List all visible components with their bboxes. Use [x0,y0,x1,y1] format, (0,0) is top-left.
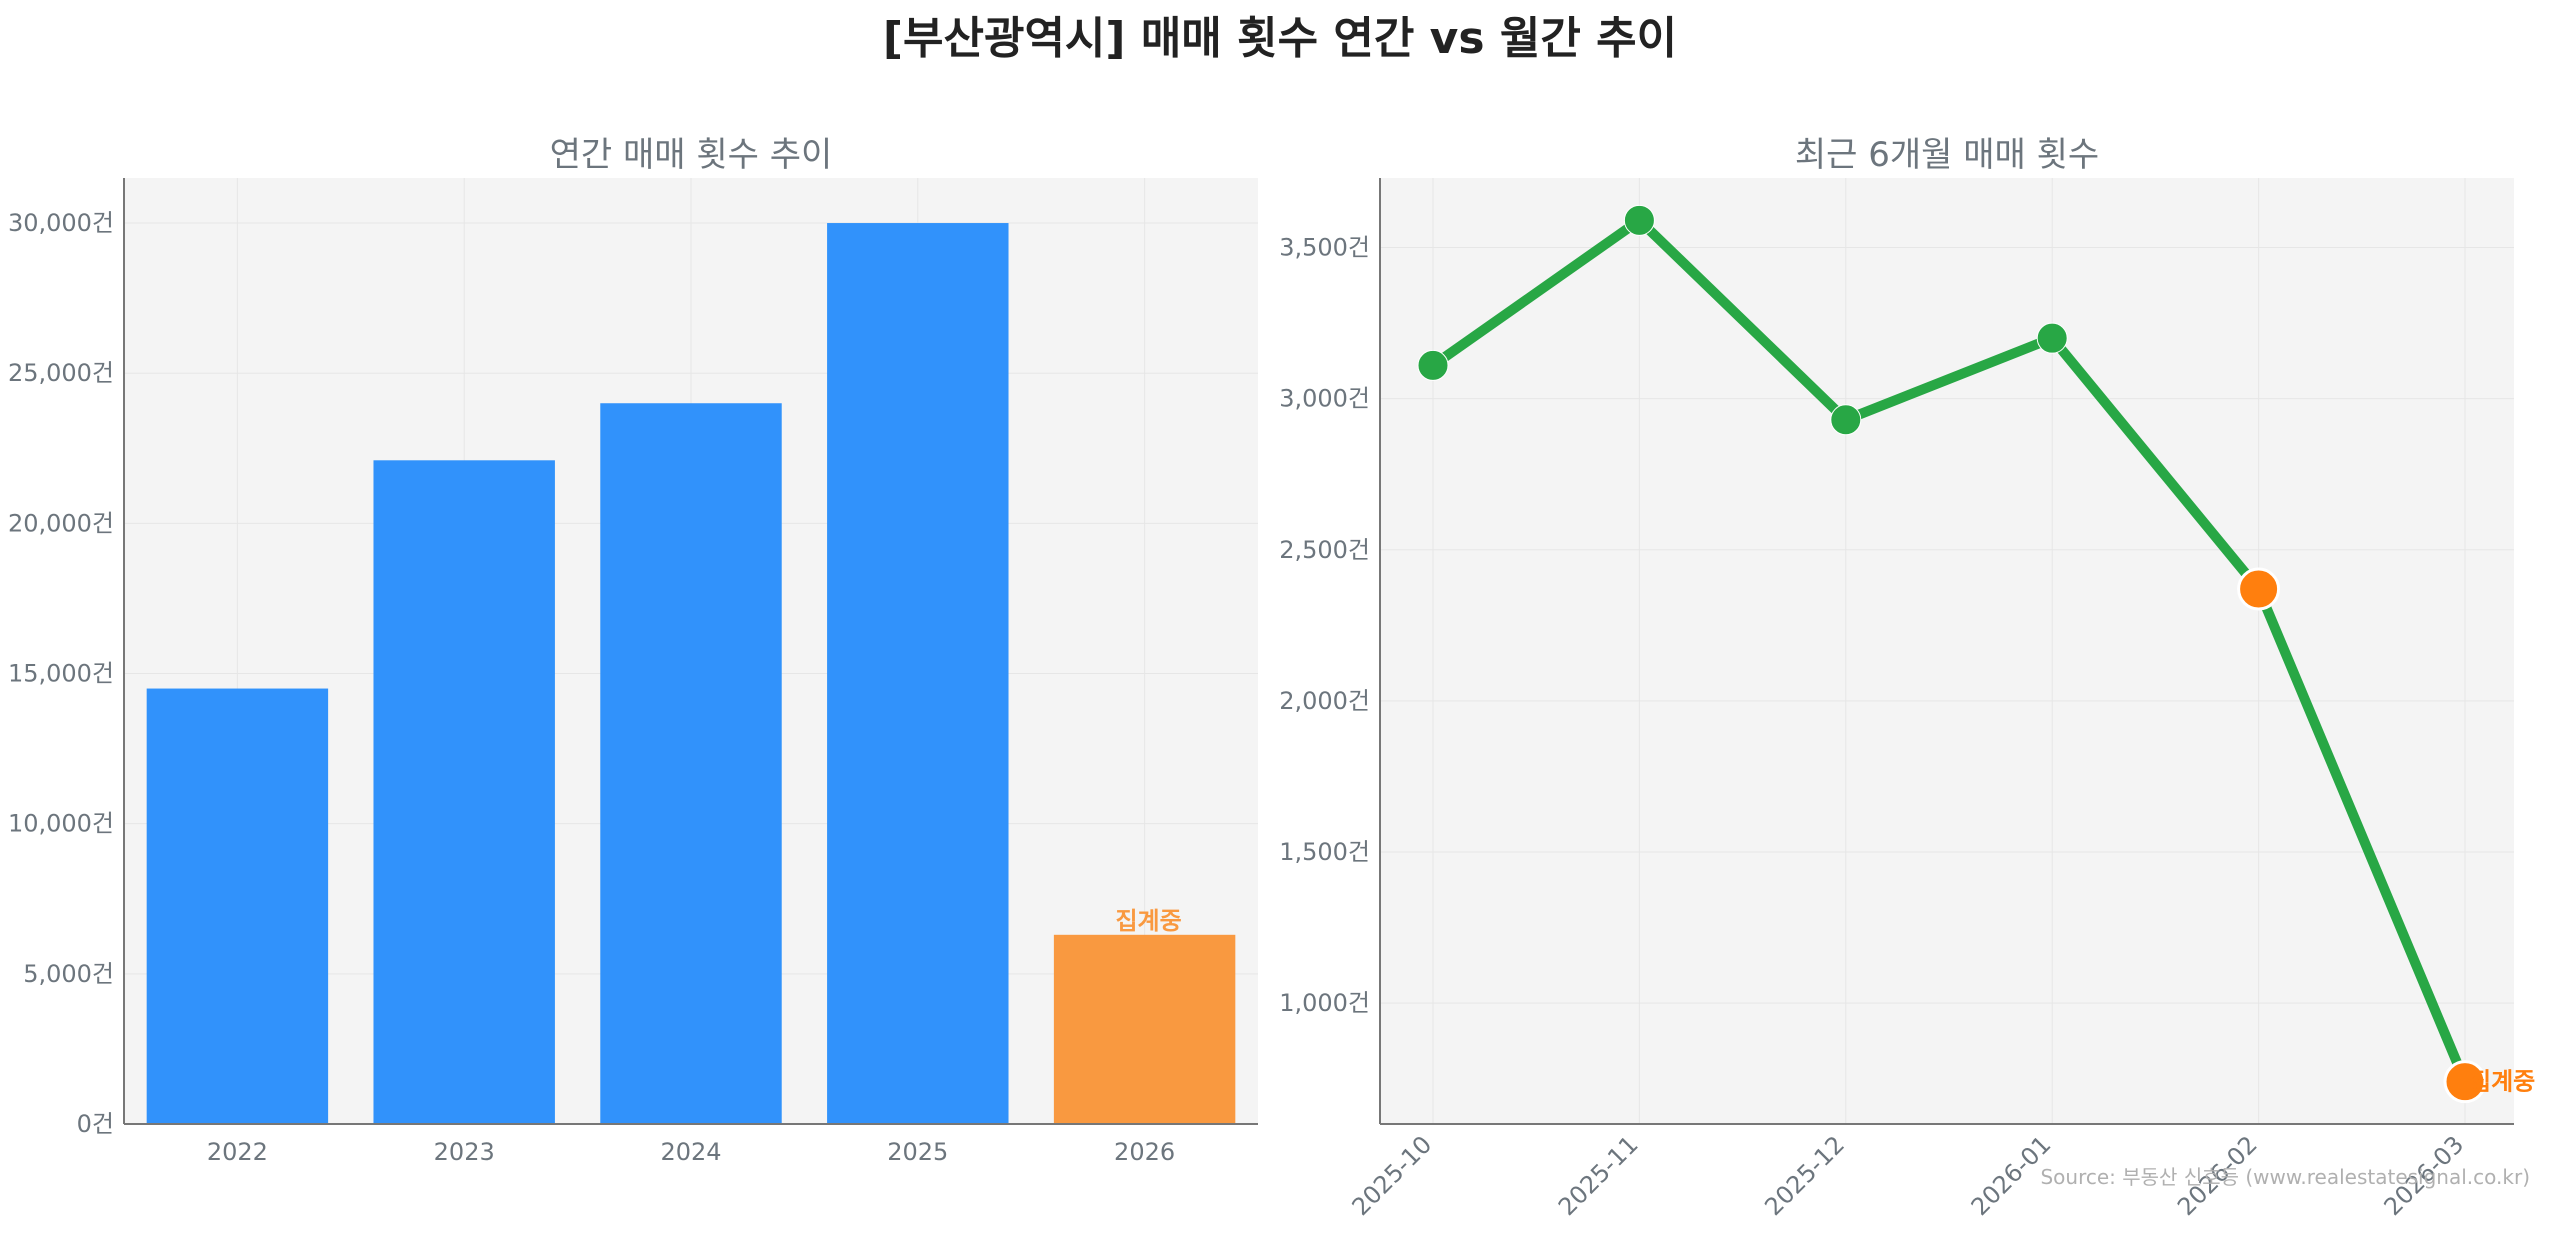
y-tick-label: 20,000건 [8,509,114,537]
monthly-line-chart: 1,000건 1,500건 2,000건 2,500건 3,000건 3,500건 2025… [1280,135,2535,1221]
y-tick-label: 2,000건 [1280,687,1370,715]
y-tick-label: 3,500건 [1280,234,1370,262]
y-tick-label: 15,000건 [8,660,114,688]
x-tick-label: 2025-12 [1759,1130,1850,1221]
x-tick-label: 2022 [207,1138,268,1166]
bar-annotation: 집계중 [1115,907,1181,935]
data-point [2237,567,2281,611]
bar [1053,934,1236,1124]
data-point [2443,1060,2487,1104]
y-tick-label: 0건 [77,1110,114,1138]
data-point [1623,204,1655,236]
y-tick-label: 3,000건 [1280,385,1370,413]
x-tick-label: 2026 [1114,1138,1175,1166]
bar [600,403,782,1124]
chart-title: 연간 매매 횟수 추이 [550,135,833,175]
source-note: Source: 부동산 신호등 (www.realestatesignal.co… [2040,1165,2530,1189]
series-line [1428,215,2470,1087]
y-tick-label: 1,000건 [1280,989,1370,1017]
plot-area [1380,178,2514,1124]
y-tick-label: 2,500건 [1280,536,1370,564]
y-tick-label: 1,500건 [1280,838,1370,866]
bar [146,688,329,1124]
y-tick-label: 25,000건 [8,359,114,387]
x-tick-label: 2025-11 [1553,1130,1644,1221]
x-tick-label: 2024 [660,1138,721,1166]
y-tick-label: 30,000건 [8,209,114,237]
main-title: [부산광역시] 매매 횟수 연간 vs 월간 추이 [882,13,1678,64]
y-tick-label: 10,000건 [8,810,114,838]
data-point [2036,322,2068,354]
bar [373,460,555,1124]
point-annotation: 집계중 [2469,1068,2535,1096]
data-point [1417,349,1449,381]
x-tick-label: 2025 [887,1138,948,1166]
chart-title: 최근 6개월 매매 횟수 [1795,135,2099,175]
y-tick-label: 5,000건 [23,960,114,988]
x-tick-label: 2023 [434,1138,495,1166]
data-point [1830,404,1862,436]
annual-bar-chart: 0건 5,000건 10,000건 15,000건 20,000건 25,000건 30,0… [8,135,1258,1166]
x-tick-label: 2025-10 [1347,1130,1438,1221]
bar [827,223,1009,1125]
